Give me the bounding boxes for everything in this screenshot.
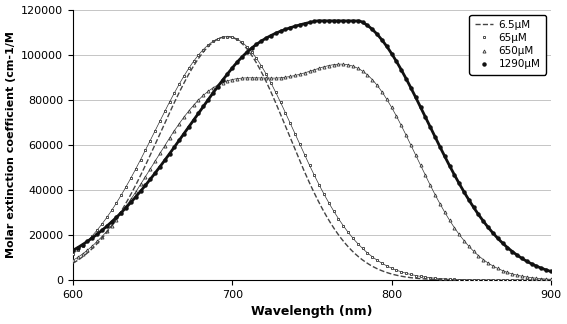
65μM (359, 247, 366, 250)
1290μM (359, 20, 366, 24)
Line: 65μM: 65μM (71, 35, 552, 282)
650μM (514, 273, 521, 277)
65μM (528, 278, 535, 282)
65μM (161, 110, 168, 113)
Legend: 6.5μM, 65μM, 650μM, 1290μM: 6.5μM, 65μM, 650μM, 1290μM (469, 15, 545, 75)
6.5μM (274, 104, 281, 108)
1290μM (180, 132, 187, 135)
650μM (359, 69, 366, 73)
650μM (335, 62, 342, 66)
1290μM (70, 249, 77, 252)
65μM (514, 278, 521, 282)
Y-axis label: Molar extinction coefficient (cm-1/M: Molar extinction coefficient (cm-1/M (6, 31, 15, 258)
1290μM (528, 262, 535, 266)
Line: 650μM: 650μM (71, 63, 552, 281)
6.5μM (548, 278, 555, 282)
Line: 6.5μM: 6.5μM (73, 37, 551, 280)
650μM (528, 276, 535, 280)
1290μM (316, 19, 323, 23)
6.5μM (486, 278, 493, 282)
65μM (224, 35, 231, 39)
650μM (316, 66, 323, 70)
6.5μM (124, 199, 131, 202)
X-axis label: Wavelength (nm): Wavelength (nm) (251, 306, 373, 318)
65μM (320, 192, 327, 196)
650μM (70, 259, 77, 262)
650μM (161, 144, 168, 147)
6.5μM (253, 61, 260, 65)
650μM (180, 115, 187, 119)
6.5μM (153, 141, 159, 145)
6.5μM (538, 278, 545, 282)
6.5μM (70, 261, 77, 265)
6.5μM (224, 35, 231, 39)
1290μM (161, 158, 168, 162)
650μM (548, 277, 555, 281)
1290μM (514, 253, 521, 257)
1290μM (320, 19, 327, 23)
65μM (70, 252, 77, 256)
1290μM (548, 270, 555, 273)
65μM (180, 74, 187, 78)
65μM (548, 278, 555, 282)
Line: 1290μM: 1290μM (71, 19, 552, 273)
